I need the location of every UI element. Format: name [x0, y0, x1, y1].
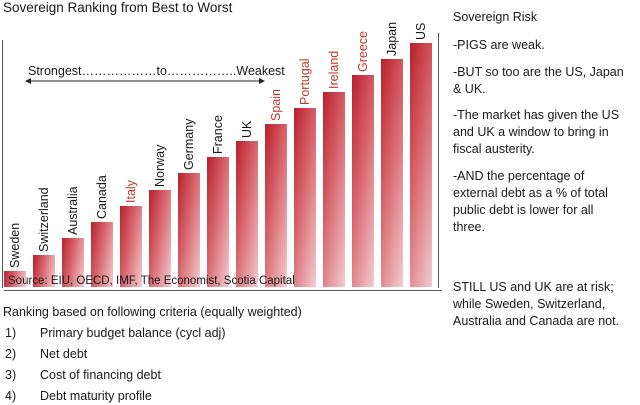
- bar-label: Japan: [385, 22, 399, 57]
- bar-label: Switzerland: [37, 187, 51, 252]
- bar-ireland: [323, 91, 345, 287]
- right-axis-line: [438, 33, 439, 288]
- sidebar-text-line: & UK.: [453, 82, 486, 96]
- bar-france: [207, 156, 229, 287]
- bar-norway: [149, 189, 171, 287]
- sidebar-text-line: -BUT so too are the US, Japan: [453, 65, 624, 79]
- bar-switzerland: [33, 254, 55, 287]
- sidebar-text-line: and UK a window to bring in: [453, 125, 609, 139]
- criteria-item: Debt maturity profile: [40, 389, 152, 403]
- bar-label: Canada: [95, 175, 109, 220]
- source-note: Source: EIU, OECD, IMF, The Economist, S…: [8, 275, 295, 287]
- sidebar-text-line: -AND the percentage of: [453, 169, 585, 183]
- sidebar-text-line: -The market has given the US: [453, 108, 620, 122]
- criteria-heading: Ranking based on following criteria (equ…: [3, 305, 302, 319]
- double-arrow-icon: [25, 78, 265, 84]
- bar-label: Germany: [182, 118, 196, 171]
- sidebar-text-line: public debt is lower for all: [453, 203, 594, 217]
- bar-label: Portugal: [298, 58, 312, 105]
- bar-label: Spain: [269, 89, 283, 122]
- sidebar-title: Sovereign Risk: [453, 10, 538, 24]
- bar-label: Norway: [153, 144, 167, 187]
- sidebar-text-line: -PIGS are weak.: [453, 38, 545, 52]
- bar-germany: [178, 173, 200, 287]
- bar-label: Ireland: [327, 50, 341, 89]
- bar-us: [410, 42, 432, 287]
- criteria-number: 3): [5, 368, 17, 382]
- sidebar-text-line: three.: [453, 220, 485, 234]
- chart-title: Sovereign Ranking from Best to Worst: [3, 0, 233, 15]
- bar-portugal: [294, 108, 316, 287]
- bar-australia: [62, 238, 84, 287]
- sidebar-text-line: while Sweden, Switzerland,: [453, 297, 606, 311]
- bar-uk: [236, 140, 258, 287]
- criteria-item: Net debt: [40, 347, 88, 361]
- bar-spain: [265, 124, 287, 287]
- baseline: [4, 290, 442, 291]
- bar-japan: [381, 59, 403, 287]
- bar-label: Greece: [356, 31, 370, 73]
- criteria-number: 4): [5, 389, 17, 403]
- bar-label: Australia: [66, 186, 80, 236]
- bar-label: France: [211, 114, 225, 154]
- strength-annotation: Strongest………………to……………..Weakest: [28, 64, 285, 78]
- bar-italy: [120, 205, 142, 287]
- bar-label: UK: [240, 120, 254, 138]
- criteria-number: 2): [5, 347, 17, 361]
- bar-label: US: [414, 22, 428, 40]
- bar-label: Sweden: [8, 222, 22, 268]
- criteria-number: 1): [5, 326, 17, 340]
- bar-canada: [91, 222, 113, 287]
- bar-chart: Strongest………………to……………..Weakest Sweden Sw…: [2, 22, 442, 291]
- criteria-item: Primary budget balance (cycl adj): [40, 326, 226, 340]
- sidebar-text-line: fiscal austerity.: [453, 142, 535, 156]
- sidebar-text-line: external debt as a % of total: [453, 186, 608, 200]
- left-axis-line: [2, 40, 3, 288]
- sidebar-text-line: Australia and Canada are not.: [453, 314, 620, 328]
- bar-label: Italy: [124, 179, 138, 203]
- criteria-item: Cost of financing debt: [40, 368, 161, 382]
- bar-sweden: [4, 271, 26, 287]
- bar-greece: [352, 75, 374, 287]
- sidebar-text-line: STILL US and UK are at risk;: [453, 280, 614, 294]
